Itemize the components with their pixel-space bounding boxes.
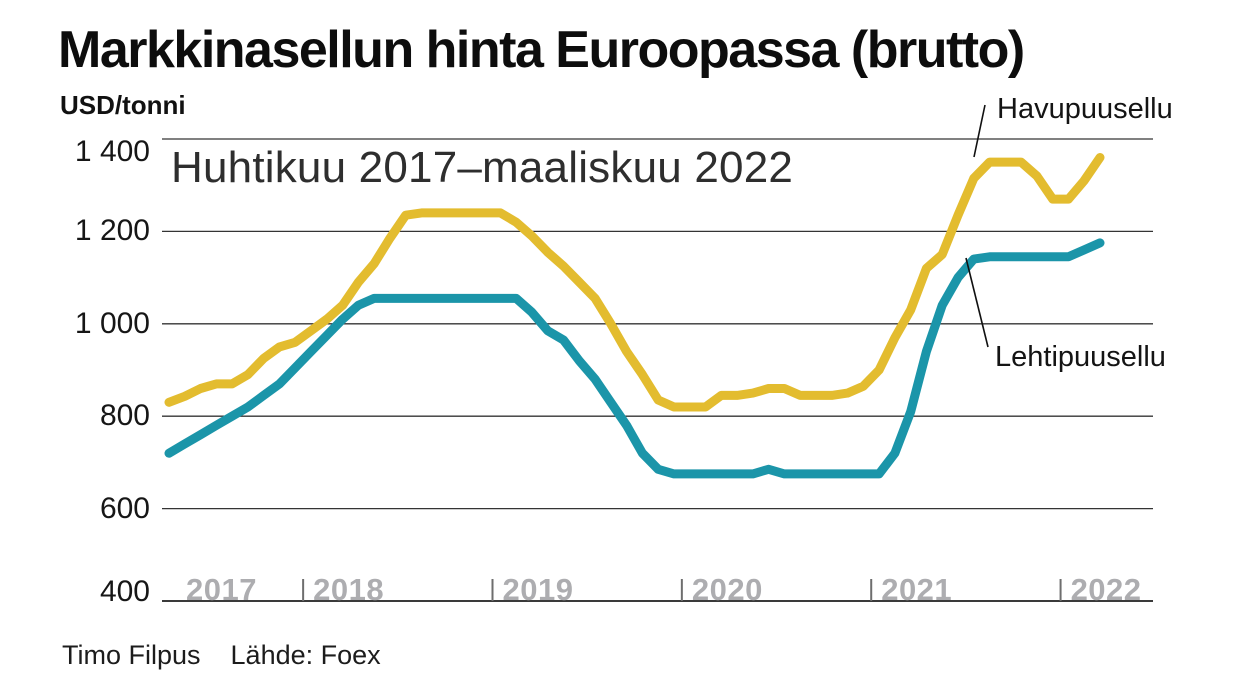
y-axis-label-1200: 1 200 [74,214,150,248]
x-axis-label-2019: 2019 [502,572,574,607]
y-axis-label-1000: 1 000 [74,306,150,340]
chart-subtitle: Huhtikuu 2017–maaliskuu 2022 [171,143,794,192]
chart-title: Markkinasellun hinta Euroopassa (brutto) [58,21,1025,79]
series-annotation-lehtipuusellu: Lehtipuusellu [995,341,1166,373]
leader-line-havupuusellu [973,104,986,158]
x-axis-label-2020: 2020 [691,572,763,607]
series-line-lehtipuusellu [164,238,1105,479]
x-axis-label-2021: 2021 [881,572,953,607]
y-axis-unit-label: USD/tonni [60,90,186,120]
y-axis-label-800: 800 [99,399,150,433]
x-axis-label-2018: 2018 [313,572,385,607]
leader-line-lehtipuusellu [965,257,989,348]
source-credit: Lähde: Foex [230,640,381,670]
x-axis-label-2022: 2022 [1070,572,1142,607]
byline: Timo Filpus [62,640,201,670]
y-axis-label-600: 600 [99,491,150,525]
y-axis-label-400: 400 [99,575,150,608]
series-line-havupuusellu [164,153,1105,412]
y-axis-label-1400: 1 400 [74,135,150,168]
x-axis-label-2017: 2017 [186,572,257,607]
series-annotation-havupuusellu: Havupuusellu [997,93,1173,125]
chart-footer: Timo Filpus Lähde: Foex [62,640,381,671]
